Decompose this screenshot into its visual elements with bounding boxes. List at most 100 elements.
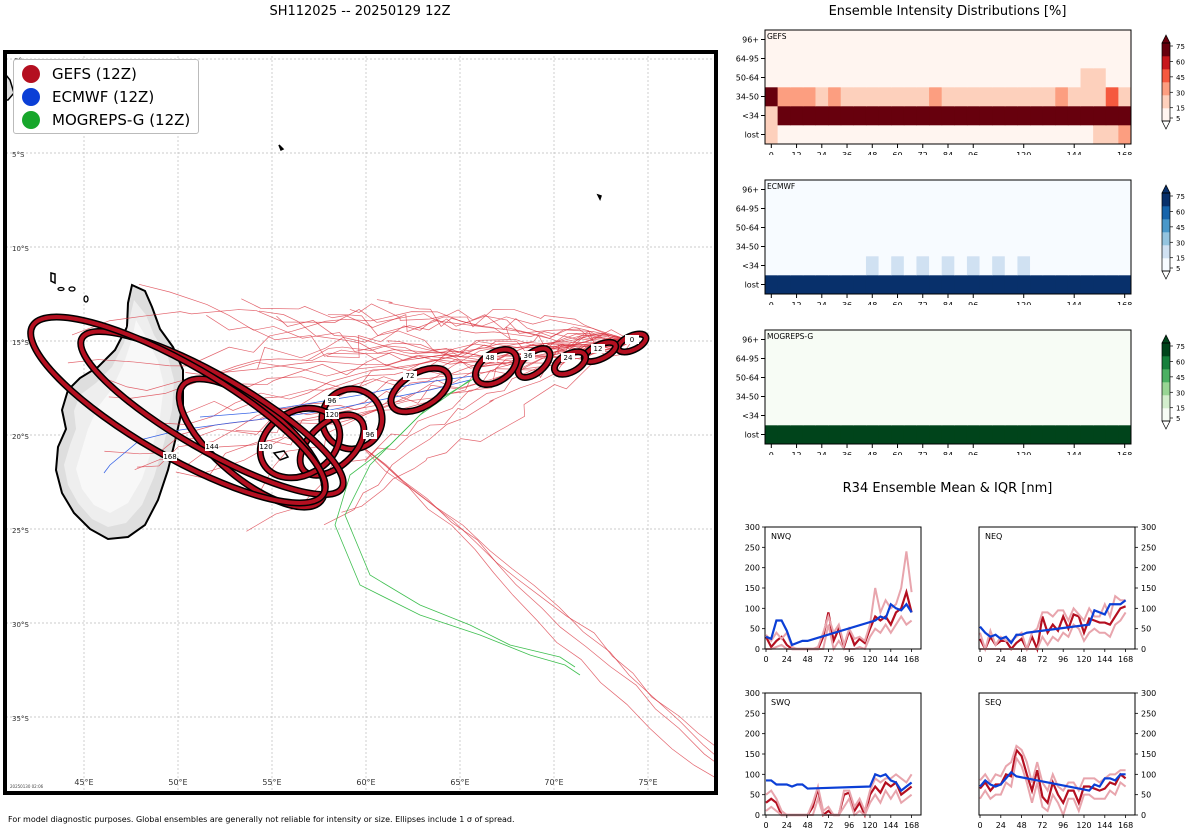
- heatmap-cell: [790, 125, 804, 145]
- heatmap-cell: [1118, 87, 1132, 107]
- heatmap-cell: [865, 425, 880, 445]
- heatmap-cell: [1093, 87, 1107, 107]
- map-frame: [3, 50, 718, 795]
- r34-x-tick: 72: [823, 821, 833, 830]
- heatmap-cell: [1118, 49, 1132, 69]
- heatmap-cell: [1042, 349, 1056, 369]
- r34-x-tick: 120: [1076, 821, 1091, 830]
- r34-x-tick: 96: [1058, 821, 1068, 830]
- heatmap-row-label: 64-95: [736, 205, 759, 214]
- heatmap-row-label: lost: [745, 281, 759, 290]
- heatmap-cell: [1118, 237, 1132, 257]
- heatmap-cell: [840, 30, 854, 50]
- r34-x-tick: 96: [844, 821, 854, 830]
- colorbar-max-arrow: [1161, 184, 1171, 194]
- heatmap-cell: [1017, 87, 1031, 107]
- colorbar-segment: [1162, 408, 1170, 422]
- ellipse-label-bg: [561, 353, 575, 362]
- heatmap-cell: [840, 68, 854, 88]
- heatmap-cell: [954, 368, 968, 388]
- heatmap-cell: [840, 106, 854, 126]
- heatmap-cell: [878, 406, 892, 426]
- heatmap-cell: [1055, 368, 1069, 388]
- heatmap-cell: [1055, 180, 1069, 200]
- colorbar-segment: [1162, 43, 1170, 57]
- heatmap-cell: [1080, 330, 1094, 350]
- heatmap-cell: [1017, 199, 1031, 219]
- r34-panel-label: SEQ: [985, 698, 1001, 707]
- heatmap-cell: [815, 330, 829, 350]
- heatmap-cell: [815, 368, 829, 388]
- r34-y-tick: 250: [745, 543, 760, 552]
- heatmap-cell: [765, 368, 779, 388]
- r34-x-tick: 48: [803, 821, 813, 830]
- r34-x-tick: 120: [862, 821, 877, 830]
- heatmap-cell: [765, 330, 779, 350]
- ecmwf-mean-line: [979, 770, 1126, 792]
- r34-x-tick: 168: [1118, 655, 1133, 664]
- heatmap-cell: [1017, 349, 1031, 369]
- heatmap-cell: [1067, 256, 1082, 276]
- r34-y-tick: 250: [745, 709, 760, 718]
- legend-label-ecmwf: ECMWF (12Z): [52, 87, 155, 106]
- heatmap-cell: [1030, 218, 1044, 238]
- heatmap-cell: [878, 30, 892, 50]
- forecast-ellipse: [296, 411, 368, 479]
- r34-y-tick: 50: [750, 625, 760, 634]
- heatmap-cell: [954, 256, 968, 276]
- legend-label-mogreps: MOGREPS-G (12Z): [52, 110, 191, 129]
- gefs-iqr-upper-line: [979, 744, 1126, 793]
- gefs-dot-icon: [22, 64, 40, 83]
- heatmap-cell: [979, 125, 993, 145]
- heatmap-cell: [815, 30, 829, 50]
- heatmap-cell: [878, 425, 892, 445]
- ellipse-hour-label: 36: [524, 352, 533, 360]
- colorbar-segment: [1162, 356, 1170, 370]
- heatmap-cell: [979, 87, 993, 107]
- heatmap-cell: [1030, 349, 1044, 369]
- r34-x-tick: 48: [1017, 821, 1027, 830]
- heatmap-cell: [777, 49, 791, 69]
- heatmap-cell: [802, 330, 816, 350]
- heatmap-cell: [979, 49, 993, 69]
- heatmap-cell: [929, 30, 943, 50]
- heatmap-cell: [954, 237, 968, 257]
- heatmap-cell: [903, 387, 917, 407]
- heatmap-cell: [853, 256, 867, 276]
- heatmap-cell: [765, 49, 779, 69]
- r34-x-tick: 48: [1017, 655, 1027, 664]
- heatmap-cell: [941, 218, 955, 238]
- heatmap-cell: [802, 125, 816, 145]
- heatmap-cell: [916, 30, 930, 50]
- heatmap-cell: [891, 368, 905, 388]
- heatmap-cell: [815, 406, 829, 426]
- heatmap-cell: [1080, 68, 1094, 88]
- heatmap-cell: [903, 275, 917, 295]
- legend-item-ecmwf: ECMWF (12Z): [22, 85, 190, 108]
- forecast-ellipse: [472, 346, 520, 388]
- heatmap-cell: [878, 87, 892, 107]
- heatmap-mogreps: lost <34 34-50 50-64 64-95 96+ MOGREPS-G 0 12 24 3…: [736, 329, 1132, 455]
- heatmap-cell: [891, 275, 905, 295]
- heatmap-row-label: lost: [745, 131, 759, 140]
- heatmap-cell: [1055, 106, 1069, 126]
- heatmap-row-label: 50-64: [736, 224, 759, 233]
- lat-label: 10°S: [12, 245, 29, 253]
- heatmap-cell: [1118, 425, 1132, 445]
- heatmap-cell: [790, 330, 804, 350]
- colorbar-tick: 30: [1176, 89, 1185, 97]
- heatmap-cell: [1004, 237, 1018, 257]
- heatmap-cell: [979, 425, 993, 445]
- heatmap-x-tick: 12: [791, 301, 801, 305]
- lon-label: 50°E: [168, 778, 187, 787]
- heatmap-cell: [765, 180, 779, 200]
- heatmap-cell: [840, 349, 854, 369]
- heatmap-cell: [916, 425, 930, 445]
- heatmap-cell: [1042, 30, 1056, 50]
- colorbar-max-arrow: [1161, 334, 1171, 344]
- gefs-track: [359, 444, 714, 746]
- heatmap-cell: [979, 275, 993, 295]
- heatmap-x-tick: 60: [892, 151, 902, 155]
- heatmap-cell: [1004, 425, 1018, 445]
